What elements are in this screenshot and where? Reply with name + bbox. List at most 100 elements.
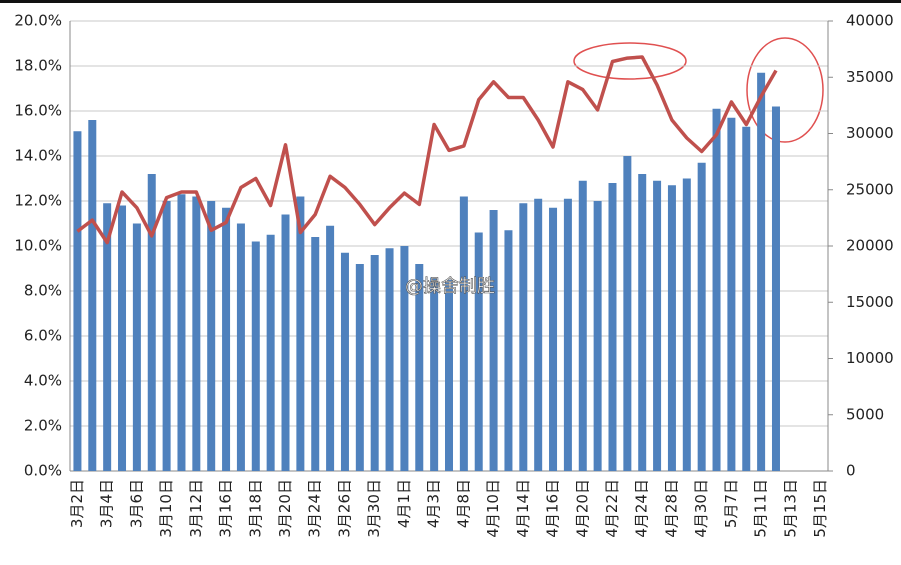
y-tick-label: 18.0% bbox=[14, 57, 62, 75]
bar bbox=[489, 210, 498, 471]
y-tick-label: 4.0% bbox=[24, 372, 62, 390]
y-tick-label: 10.0% bbox=[14, 237, 62, 255]
y-tick-label: 6.0% bbox=[24, 327, 62, 345]
bar bbox=[192, 196, 201, 471]
bar bbox=[207, 201, 216, 471]
x-tick-label: 5月13日 bbox=[781, 479, 799, 538]
bar bbox=[132, 223, 141, 471]
bar bbox=[370, 255, 379, 471]
bar bbox=[712, 108, 721, 471]
bar bbox=[593, 201, 602, 471]
bar bbox=[459, 196, 468, 471]
bar bbox=[519, 203, 528, 471]
x-tick-label: 3月2日 bbox=[68, 479, 86, 528]
y2-tick-label: 40000 bbox=[846, 12, 894, 30]
bar bbox=[697, 162, 706, 471]
bar bbox=[281, 214, 290, 471]
bar bbox=[578, 180, 587, 471]
x-tick-label: 3月12日 bbox=[187, 479, 205, 538]
bar bbox=[236, 223, 245, 471]
bar bbox=[177, 194, 186, 471]
watermark: @操舍制胜 bbox=[405, 276, 495, 297]
bar bbox=[118, 205, 127, 471]
bar bbox=[147, 174, 156, 471]
y-tick-label: 2.0% bbox=[24, 417, 62, 435]
x-tick-label: 4月16日 bbox=[544, 479, 562, 538]
bar bbox=[385, 248, 394, 471]
x-tick-label: 4月22日 bbox=[603, 479, 621, 538]
x-tick-label: 4月24日 bbox=[633, 479, 651, 538]
x-tick-label: 3月30日 bbox=[365, 479, 383, 538]
y-tick-label: 14.0% bbox=[14, 147, 62, 165]
top-border bbox=[0, 0, 901, 3]
bar bbox=[727, 117, 736, 471]
y2-tick-label: 25000 bbox=[846, 180, 894, 198]
y2-tick-label: 30000 bbox=[846, 124, 894, 142]
y-tick-label: 12.0% bbox=[14, 192, 62, 210]
bar bbox=[563, 198, 572, 471]
bar bbox=[608, 183, 617, 471]
y2-tick-label: 5000 bbox=[846, 405, 884, 423]
x-tick-label: 3月6日 bbox=[127, 479, 145, 528]
x-tick-label: 4月3日 bbox=[425, 479, 443, 528]
x-tick-label: 3月18日 bbox=[246, 479, 264, 538]
bar bbox=[682, 178, 691, 471]
y2-tick-label: 35000 bbox=[846, 68, 894, 86]
highlight-ellipse bbox=[746, 37, 824, 143]
y2-tick-label: 15000 bbox=[846, 293, 894, 311]
bar bbox=[400, 246, 409, 471]
bar bbox=[355, 264, 364, 471]
bar bbox=[504, 230, 513, 471]
bar bbox=[549, 207, 558, 471]
highlight-ellipse bbox=[573, 42, 687, 80]
bar bbox=[757, 72, 766, 471]
y-tick-label: 20.0% bbox=[14, 12, 62, 30]
bar bbox=[326, 225, 335, 471]
y2-tick-label: 20000 bbox=[846, 237, 894, 255]
x-tick-label: 4月14日 bbox=[514, 479, 532, 538]
bar bbox=[445, 279, 453, 471]
bar bbox=[251, 241, 260, 471]
bar bbox=[222, 207, 231, 471]
bar bbox=[73, 131, 82, 471]
x-tick-label: 4月1日 bbox=[395, 479, 413, 528]
bar bbox=[653, 180, 662, 471]
x-tick-label: 5月15日 bbox=[811, 479, 829, 538]
bar bbox=[430, 277, 439, 471]
y-tick-label: 16.0% bbox=[14, 102, 62, 120]
bar bbox=[88, 120, 97, 471]
x-tick-label: 3月26日 bbox=[335, 479, 353, 538]
bar bbox=[103, 203, 112, 471]
line bbox=[76, 55, 778, 245]
bar bbox=[534, 198, 543, 471]
y2-tick-label: 0 bbox=[846, 462, 856, 480]
x-tick-label: 4月8日 bbox=[454, 479, 472, 528]
bar bbox=[474, 232, 483, 471]
x-tick-label: 3月10日 bbox=[157, 479, 175, 538]
bar bbox=[311, 237, 320, 471]
bar bbox=[742, 126, 751, 471]
bar bbox=[623, 156, 632, 471]
y-tick-label: 8.0% bbox=[24, 282, 62, 300]
x-tick-label: 3月16日 bbox=[217, 479, 235, 538]
bar bbox=[162, 201, 171, 471]
x-tick-label: 4月30日 bbox=[692, 479, 710, 538]
y-tick-label: 0.0% bbox=[24, 462, 62, 480]
bar bbox=[667, 185, 676, 471]
y2-tick-label: 10000 bbox=[846, 349, 894, 367]
x-tick-label: 5月7日 bbox=[722, 479, 740, 528]
bar bbox=[266, 234, 275, 471]
x-tick-label: 3月4日 bbox=[98, 479, 116, 528]
x-tick-label: 4月10日 bbox=[484, 479, 502, 538]
x-tick-label: 3月20日 bbox=[276, 479, 294, 538]
x-tick-label: 4月20日 bbox=[573, 479, 591, 538]
x-tick-label: 4月28日 bbox=[662, 479, 680, 538]
bar bbox=[638, 174, 647, 471]
bar bbox=[771, 106, 780, 471]
bar bbox=[296, 196, 305, 471]
x-tick-label: 3月24日 bbox=[306, 479, 324, 538]
bar bbox=[415, 264, 424, 471]
bar bbox=[340, 252, 349, 471]
x-tick-label: 5月11日 bbox=[752, 479, 770, 538]
